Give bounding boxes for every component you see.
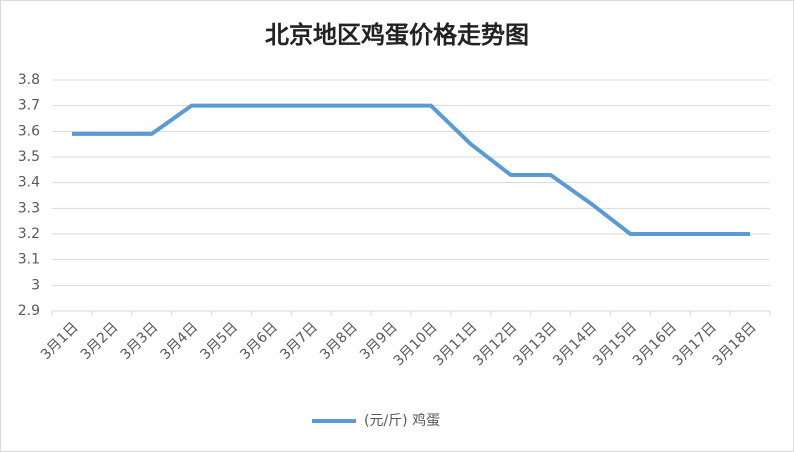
y-tick-label: 3 <box>31 277 40 293</box>
y-tick-label: 3.8 <box>18 72 40 88</box>
chart-title: 北京地区鸡蛋价格走势图 <box>265 21 529 49</box>
y-tick-label: 3.1 <box>18 252 40 268</box>
y-tick-label: 3.5 <box>18 149 40 165</box>
y-tick-label: 2.9 <box>18 303 40 319</box>
legend-label: (元/斤) 鸡蛋 <box>364 412 440 429</box>
y-tick-label: 3.7 <box>18 98 40 114</box>
y-tick-label: 3.4 <box>18 175 40 191</box>
series-line <box>71 103 751 236</box>
y-tick-label: 3.2 <box>18 226 40 242</box>
y-tick-label: 3.6 <box>18 123 40 139</box>
y-tick-label: 3.3 <box>18 200 40 216</box>
